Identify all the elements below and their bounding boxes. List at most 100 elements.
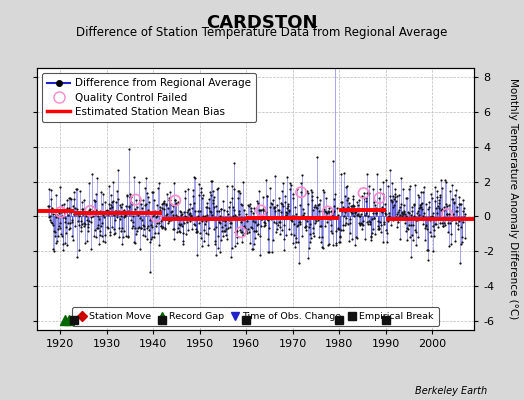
Point: [213, 185, 222, 191]
Point: [324, 208, 332, 215]
Point: [66, 225, 74, 231]
Point: [375, 195, 384, 201]
Point: [220, 207, 228, 213]
Point: [388, 180, 396, 186]
Point: [301, 224, 309, 230]
Point: [182, 216, 191, 222]
Point: [121, 212, 129, 218]
Point: [146, 239, 155, 246]
Point: [63, 205, 71, 211]
Point: [186, 218, 194, 224]
Point: [310, 204, 319, 210]
Point: [110, 226, 118, 232]
Point: [77, 218, 85, 225]
Point: [418, 200, 427, 206]
Point: [410, 200, 418, 207]
Point: [107, 224, 116, 230]
Point: [127, 199, 135, 206]
Point: [364, 221, 373, 227]
Point: [367, 233, 376, 240]
Point: [378, 238, 387, 245]
Point: [298, 232, 306, 239]
Point: [249, 210, 257, 216]
Point: [86, 208, 94, 214]
Point: [372, 204, 380, 211]
Point: [201, 204, 210, 210]
Point: [141, 200, 150, 207]
Point: [189, 174, 198, 180]
Point: [348, 202, 357, 208]
Point: [149, 213, 157, 219]
Point: [296, 218, 304, 225]
Point: [133, 204, 141, 210]
Point: [161, 202, 170, 209]
Point: [266, 204, 275, 210]
Point: [85, 180, 94, 186]
Point: [420, 210, 428, 216]
Point: [303, 255, 312, 261]
Point: [423, 256, 432, 263]
Point: [219, 233, 227, 240]
Point: [55, 223, 63, 230]
Point: [95, 216, 103, 223]
Point: [93, 224, 102, 231]
Point: [296, 221, 304, 228]
Point: [443, 202, 452, 209]
Point: [336, 198, 345, 205]
Point: [191, 175, 199, 182]
Point: [258, 216, 266, 222]
Point: [104, 225, 113, 231]
Point: [324, 208, 332, 215]
Point: [112, 198, 121, 205]
Point: [144, 207, 152, 214]
Point: [194, 207, 202, 214]
Point: [239, 232, 247, 238]
Point: [254, 221, 262, 227]
Point: [177, 212, 185, 218]
Point: [359, 190, 368, 196]
Point: [359, 222, 367, 228]
Point: [321, 213, 330, 220]
Point: [326, 207, 335, 214]
Point: [376, 219, 385, 225]
Point: [460, 205, 468, 212]
Point: [52, 214, 61, 220]
Point: [451, 192, 460, 198]
Point: [240, 223, 248, 230]
Point: [254, 200, 262, 206]
Point: [88, 213, 96, 220]
Point: [122, 233, 130, 239]
Point: [215, 208, 223, 214]
Point: [436, 220, 444, 226]
Point: [401, 211, 409, 217]
Point: [374, 223, 382, 230]
Point: [51, 240, 60, 246]
Point: [354, 212, 363, 219]
Point: [139, 223, 148, 229]
Point: [227, 245, 236, 252]
Point: [354, 211, 362, 218]
Point: [214, 219, 223, 226]
Point: [404, 209, 412, 215]
Point: [313, 202, 322, 208]
Point: [278, 188, 287, 195]
Point: [189, 187, 197, 194]
Point: [128, 219, 137, 226]
Point: [308, 193, 316, 200]
Point: [403, 226, 412, 233]
Point: [287, 231, 296, 237]
Point: [289, 239, 297, 246]
Point: [391, 190, 399, 197]
Point: [357, 220, 365, 226]
Point: [136, 215, 145, 221]
Point: [376, 186, 384, 193]
Point: [348, 210, 356, 216]
Point: [422, 222, 431, 229]
Point: [335, 239, 343, 246]
Point: [92, 191, 100, 198]
Point: [381, 201, 389, 208]
Point: [167, 209, 175, 216]
Point: [337, 198, 346, 205]
Point: [222, 232, 230, 238]
Point: [57, 209, 65, 216]
